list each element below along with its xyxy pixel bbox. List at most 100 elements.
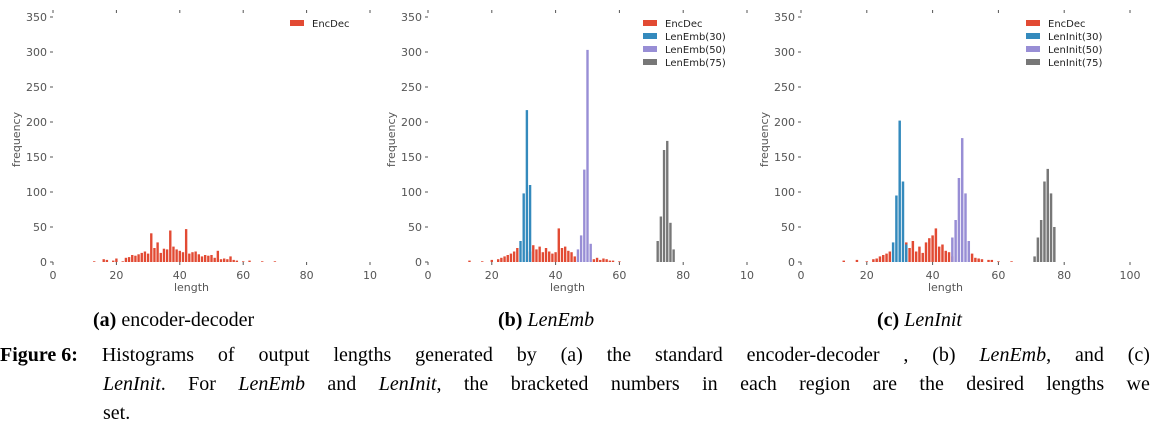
- bar: [662, 150, 666, 262]
- bar: [964, 193, 967, 262]
- caption-word: we: [1126, 373, 1150, 395]
- y-tick-label: 250: [26, 81, 47, 94]
- bar: [951, 237, 954, 262]
- caption-word: bracketed: [510, 373, 589, 395]
- bar: [105, 259, 109, 262]
- bar: [528, 185, 532, 262]
- caption-word: LenEmb,: [979, 344, 1052, 366]
- legend-label: LenInit(75): [1048, 58, 1102, 69]
- bar: [672, 249, 675, 262]
- subcaption-a-label: (a): [93, 309, 117, 331]
- bar: [914, 251, 918, 262]
- bar: [207, 255, 210, 262]
- bar: [548, 251, 551, 262]
- y-tick-label: 50: [408, 221, 422, 234]
- y-tick-label: 300: [774, 46, 795, 59]
- caption-word: the: [919, 373, 944, 395]
- bar: [162, 248, 166, 262]
- caption-word: lengths: [1046, 373, 1105, 395]
- x-tick-label: 20: [109, 269, 123, 282]
- bar: [512, 251, 516, 262]
- caption-word: the: [463, 373, 489, 395]
- y-tick-label: 150: [774, 151, 795, 164]
- bar: [954, 220, 957, 262]
- bar: [248, 260, 251, 262]
- x-tick-label: 80: [300, 269, 314, 282]
- bar: [924, 242, 928, 262]
- caption-word: ,: [903, 344, 909, 366]
- bar: [977, 258, 980, 262]
- bar: [175, 249, 178, 262]
- bar: [222, 258, 226, 262]
- subcaption-b-text: LenEmb: [527, 309, 595, 331]
- y-tick-label: 350: [774, 11, 795, 24]
- bar: [1046, 168, 1049, 262]
- y-tick-label: 50: [781, 221, 795, 234]
- bar: [560, 248, 564, 262]
- y-tick-label: 0: [788, 256, 795, 269]
- bar: [1010, 261, 1013, 262]
- bar: [898, 120, 901, 262]
- x-tick-label: 40: [173, 269, 187, 282]
- bar: [153, 248, 156, 262]
- bar: [194, 251, 197, 262]
- bar: [908, 248, 911, 262]
- bar: [974, 257, 977, 262]
- bar: [181, 252, 185, 262]
- x-axis-label: length: [928, 281, 963, 294]
- bar: [891, 242, 895, 262]
- bar: [210, 255, 213, 262]
- bar: [918, 246, 921, 262]
- caption-word: encoder-decoder: [746, 344, 880, 366]
- bar: [273, 261, 277, 262]
- bar: [921, 252, 924, 262]
- bar: [538, 246, 541, 262]
- x-tick-label: 10: [740, 269, 754, 282]
- bar: [855, 259, 859, 262]
- bar: [576, 249, 580, 262]
- bar: [865, 261, 869, 262]
- bar: [901, 181, 905, 262]
- x-tick-label: 0: [798, 269, 805, 282]
- caption-word: numbers: [610, 373, 680, 395]
- caption-word: are: [872, 373, 897, 395]
- x-tick-label: 10: [363, 269, 377, 282]
- bar: [583, 169, 586, 262]
- bar: [200, 256, 204, 262]
- bar: [131, 255, 134, 262]
- y-axis-label: frequency: [758, 111, 771, 167]
- bar: [928, 238, 931, 262]
- bar: [557, 228, 560, 262]
- bar: [960, 138, 964, 262]
- bar: [1039, 220, 1043, 262]
- bar: [895, 195, 898, 262]
- caption-word: LenInit.: [103, 373, 166, 395]
- bar: [496, 259, 500, 262]
- caption-word: by: [516, 344, 537, 366]
- bar: [586, 49, 589, 263]
- y-tick-label: 100: [401, 186, 422, 199]
- bar: [235, 260, 239, 262]
- x-tick-label: 60: [236, 269, 250, 282]
- legend-swatch: [643, 46, 657, 52]
- bar: [970, 253, 974, 262]
- subcaption-b: (b) LenEmb: [498, 309, 594, 332]
- y-tick-label: 100: [774, 186, 795, 199]
- subcaption-c-label: (c): [877, 309, 900, 331]
- bar: [229, 256, 232, 262]
- y-axis-label: frequency: [10, 111, 23, 167]
- bar: [500, 257, 503, 262]
- figure-caption: Figure 6: Histograms of output lengths genera…: [0, 341, 1150, 428]
- bar: [203, 255, 207, 262]
- bar: [468, 260, 471, 262]
- bar: [124, 257, 128, 262]
- bar: [567, 250, 570, 262]
- x-tick-label: 80: [676, 269, 690, 282]
- bar: [885, 253, 888, 262]
- caption-line-3: set.: [103, 402, 131, 424]
- y-tick-label: 150: [401, 151, 422, 164]
- bar: [1033, 256, 1036, 262]
- bar: [980, 259, 984, 262]
- bar: [178, 250, 181, 262]
